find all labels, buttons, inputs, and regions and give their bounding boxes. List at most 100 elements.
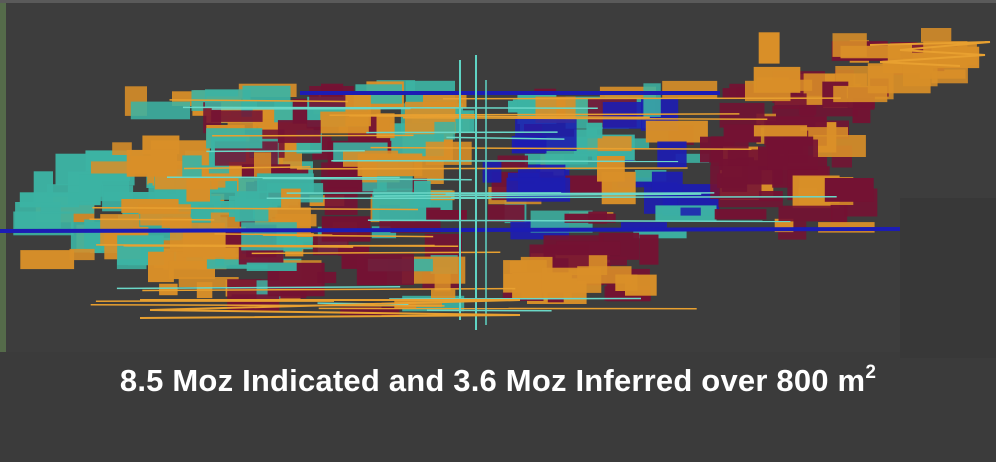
drift-line <box>370 146 752 151</box>
ore-block <box>357 153 423 177</box>
ore-block <box>482 161 502 183</box>
ore-block <box>675 153 710 163</box>
ore-block <box>719 102 765 128</box>
ore-block <box>645 120 708 143</box>
drift-line <box>183 166 311 170</box>
ore-block <box>104 192 168 201</box>
drift-line <box>169 99 348 103</box>
ore-block <box>643 83 661 117</box>
ore-block <box>621 222 667 231</box>
ore-block <box>798 187 818 197</box>
drift-line <box>402 116 768 121</box>
ore-block <box>602 102 643 129</box>
ore-block <box>723 124 761 143</box>
ore-block <box>130 101 190 120</box>
caption-band <box>0 352 996 462</box>
ore-blocks <box>13 28 980 316</box>
drift-line <box>262 177 472 181</box>
ore-block <box>186 176 210 202</box>
ore-block <box>40 204 95 214</box>
caption-text: 8.5 Moz Indicated and 3.6 Moz Inferred o… <box>119 363 866 398</box>
ore-block <box>718 196 783 208</box>
ore-block <box>206 259 269 269</box>
ore-block <box>601 171 636 205</box>
drift-line <box>0 227 901 233</box>
ore-block <box>753 125 808 137</box>
ore-block <box>371 226 397 239</box>
right-panel <box>900 198 996 358</box>
ore-block <box>662 80 718 99</box>
ore-block <box>758 191 783 202</box>
ore-block <box>211 110 263 122</box>
drift-line <box>123 245 332 248</box>
drift-line <box>446 136 565 140</box>
ore-block <box>657 141 687 169</box>
ore-block <box>833 85 888 103</box>
ore-block <box>680 207 701 216</box>
drift-line <box>89 218 215 221</box>
ore-block <box>246 262 297 271</box>
ore-block <box>277 120 321 143</box>
ore-block <box>813 135 866 157</box>
ore-block <box>345 93 371 127</box>
ore-block <box>205 89 251 108</box>
drift-line <box>214 233 333 236</box>
drift-line <box>329 113 740 116</box>
ore-block <box>902 57 938 87</box>
ore-block <box>800 127 848 137</box>
ore-block <box>487 204 525 222</box>
ore-block <box>126 149 177 177</box>
ore-block <box>588 211 607 224</box>
drift-line <box>331 159 679 163</box>
drift-line <box>367 219 791 223</box>
ramp <box>869 41 991 67</box>
drift-line <box>251 251 501 255</box>
ore-block <box>20 250 75 270</box>
drift-line <box>451 195 837 199</box>
ore-block <box>633 230 687 239</box>
ore-block <box>357 253 414 285</box>
drift-line <box>374 193 702 197</box>
ore-block <box>714 209 767 220</box>
drift-line <box>206 149 365 153</box>
ore-block <box>242 85 291 110</box>
ore-block <box>586 122 603 139</box>
top-edge <box>0 0 996 3</box>
ore-block <box>317 271 337 284</box>
ore-block <box>189 169 245 182</box>
ore-block <box>434 121 455 140</box>
ore-block <box>515 118 577 151</box>
ore-block <box>168 260 215 280</box>
drift-line <box>445 192 715 195</box>
ore-block <box>634 170 667 182</box>
ore-block <box>767 139 818 170</box>
drift-line <box>92 206 419 211</box>
ore-block <box>778 205 833 222</box>
drift-line <box>426 309 552 312</box>
ore-block <box>756 79 813 91</box>
caption: 8.5 Moz Indicated and 3.6 Moz Inferred o… <box>0 362 996 399</box>
ore-block <box>617 177 656 188</box>
ore-block <box>178 277 239 288</box>
ore-block <box>824 178 874 202</box>
ore-block <box>625 274 657 296</box>
ore-block <box>577 266 632 284</box>
ore-block <box>587 136 632 152</box>
drift-line <box>349 115 650 119</box>
ore-block <box>376 113 395 139</box>
ore-block <box>231 294 280 312</box>
ore-block <box>182 155 202 177</box>
drift-line <box>366 131 558 134</box>
ore-block <box>234 191 269 222</box>
drift-line <box>90 303 445 307</box>
ore-block <box>758 32 780 64</box>
ore-block <box>19 192 80 208</box>
ore-block <box>639 234 659 265</box>
ore-block <box>138 204 191 214</box>
drift-line <box>442 97 841 100</box>
ore-block <box>140 211 191 226</box>
ore-block <box>372 192 427 221</box>
drift-line <box>116 286 401 290</box>
